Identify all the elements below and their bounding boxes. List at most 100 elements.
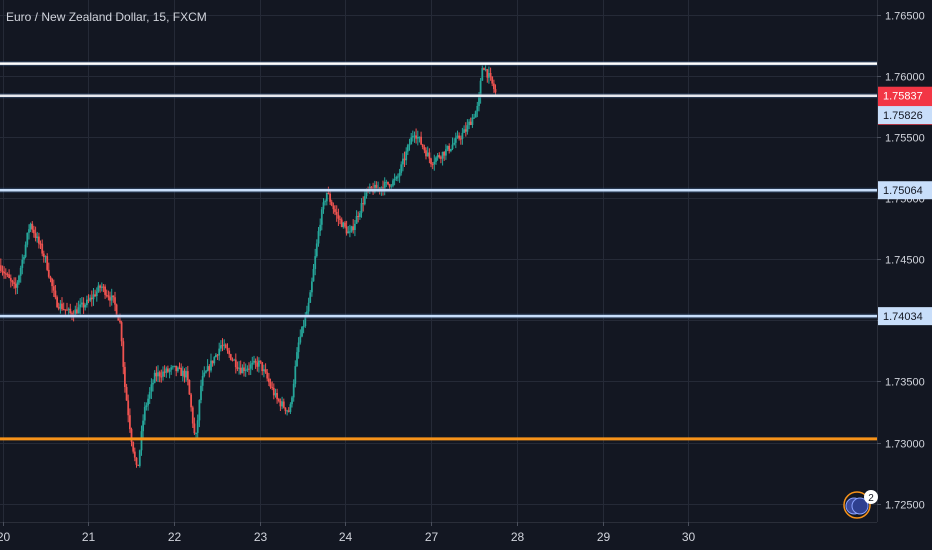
price-tick-label: 1.73500 <box>885 377 925 389</box>
time-axis[interactable]: 20 21 22 23 24 27 28 29 30 <box>0 522 695 544</box>
candle-up <box>478 97 480 106</box>
candle-up <box>441 151 444 159</box>
candle-down <box>11 280 14 283</box>
candle-down <box>362 203 365 205</box>
candle-up <box>315 243 318 257</box>
candle-up <box>306 311 308 317</box>
candle-up <box>451 144 454 149</box>
candle-down <box>34 233 37 238</box>
candle-down <box>231 359 234 361</box>
candle-up <box>195 432 197 434</box>
candle-up <box>355 216 358 224</box>
candle-up <box>147 398 149 406</box>
candle-up <box>320 209 323 225</box>
candle-up <box>19 267 22 276</box>
candle-up <box>196 420 199 433</box>
candle-down <box>403 158 406 161</box>
candle-down <box>133 451 136 458</box>
price-tick-label: 1.76500 <box>885 11 925 23</box>
candle-down <box>277 399 280 401</box>
candle-up <box>258 360 260 367</box>
candle-up <box>177 367 179 372</box>
candle-up <box>426 152 429 157</box>
candle-down <box>443 151 446 156</box>
last-price-label: 1.75837 <box>883 91 923 103</box>
candle-up <box>397 176 399 178</box>
time-tick-label: 28 <box>511 530 525 544</box>
candle-up <box>435 157 437 162</box>
candle-up <box>263 369 265 371</box>
price-tick-label: 1.74500 <box>885 255 925 267</box>
candle-up <box>363 196 366 205</box>
candle-up <box>301 326 303 337</box>
candle-up <box>473 117 475 119</box>
candle-down <box>130 429 133 442</box>
candle-up <box>291 397 293 405</box>
candle-down <box>228 350 231 355</box>
candle-down <box>337 214 340 219</box>
level-price-tag <box>878 307 932 326</box>
events-badge[interactable]: 2 <box>843 490 878 519</box>
event-flag-icon-front <box>851 497 869 515</box>
candle-up <box>138 450 141 466</box>
candle-up <box>296 352 298 366</box>
candle-down <box>155 372 158 377</box>
candle-down <box>38 236 40 244</box>
price-tick-label: 1.73000 <box>885 439 925 451</box>
level-price-tag <box>878 181 932 200</box>
candle-down <box>66 309 68 311</box>
candle-up <box>319 224 322 232</box>
candle-down <box>208 366 211 371</box>
candle-up <box>488 73 490 78</box>
candle-up <box>456 135 459 138</box>
candle-up <box>95 291 98 297</box>
candle-up <box>454 137 457 143</box>
candle-down <box>387 181 389 185</box>
candle-down <box>287 410 290 412</box>
candle-down <box>112 295 115 298</box>
candle-up <box>484 69 487 71</box>
candle-down <box>193 423 196 434</box>
price-axis[interactable]: 1.765001.760001.755001.750001.745001.740… <box>877 11 925 512</box>
candle-down <box>6 274 9 276</box>
candle-up <box>314 256 317 269</box>
candle-up <box>292 383 295 398</box>
candle-up <box>416 137 419 139</box>
candle-up <box>157 372 159 377</box>
candle-down <box>119 320 121 323</box>
candle-down <box>332 205 335 210</box>
candle-down <box>47 269 50 277</box>
candle-down <box>335 211 338 215</box>
candle-up <box>406 145 409 152</box>
candle-down <box>415 135 417 139</box>
candle-down <box>493 83 495 90</box>
candle-down <box>486 69 489 78</box>
candle-up <box>246 368 249 370</box>
candle-up <box>294 366 297 384</box>
candle-up <box>413 135 416 137</box>
candle-up <box>84 305 87 308</box>
candle-down <box>94 294 96 297</box>
candle-up <box>400 164 403 173</box>
candle-down <box>31 223 34 230</box>
candle-up <box>479 80 482 97</box>
candle-up <box>281 401 283 407</box>
level-price-label: 1.75064 <box>883 185 923 197</box>
candle-down <box>357 216 360 217</box>
candle-down <box>459 138 462 140</box>
candle-up <box>97 285 100 292</box>
candle-up <box>74 309 77 317</box>
candle-up <box>311 281 313 293</box>
candle-up <box>24 244 27 257</box>
candle-up <box>220 345 222 349</box>
candle-up <box>322 202 325 210</box>
candle-up <box>59 303 62 309</box>
candle-up <box>148 391 151 399</box>
candle-up <box>411 136 414 138</box>
candle-down <box>4 273 7 275</box>
candle-down <box>423 147 426 151</box>
candle-down <box>469 121 472 125</box>
candle-up <box>463 129 465 133</box>
